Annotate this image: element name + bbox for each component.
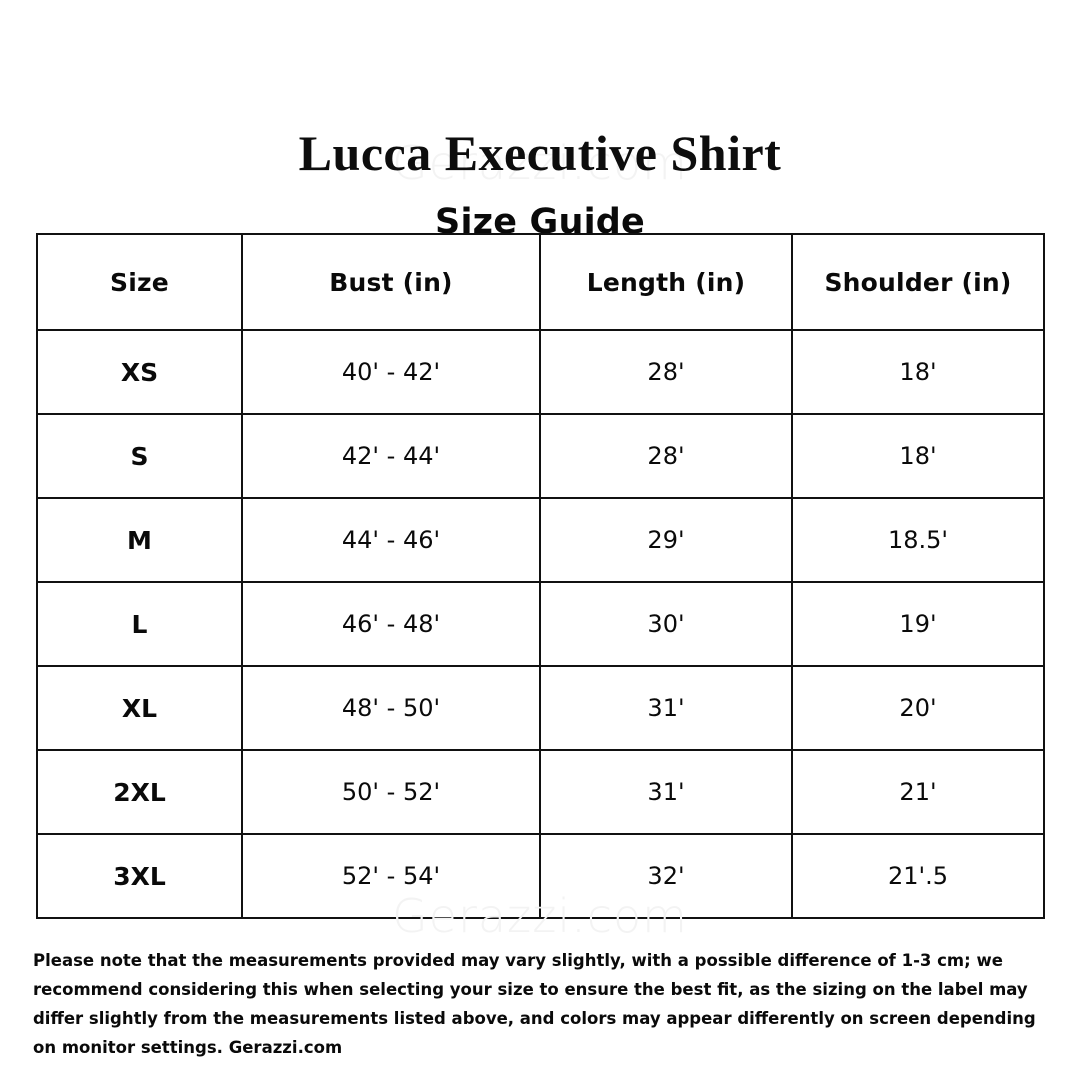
column-header-size: Size — [36, 233, 243, 331]
cell-length: 30' — [539, 581, 793, 667]
cell-shoulder: 19' — [791, 581, 1045, 667]
table-row: S 42' - 44' 28' 18' — [36, 413, 1045, 499]
cell-bust: 44' - 46' — [241, 497, 541, 583]
cell-bust: 40' - 42' — [241, 329, 541, 415]
table-row: XS 40' - 42' 28' 18' — [36, 329, 1045, 415]
table-row: XL 48' - 50' 31' 20' — [36, 665, 1045, 751]
cell-size: L — [36, 581, 243, 667]
cell-length: 31' — [539, 665, 793, 751]
cell-length: 32' — [539, 833, 793, 919]
cell-length: 29' — [539, 497, 793, 583]
size-table-container: Size Bust (in) Length (in) Shoulder (in)… — [36, 233, 1045, 919]
cell-shoulder: 21' — [791, 749, 1045, 835]
table-body: XS 40' - 42' 28' 18' S 42' - 44' 28' 18'… — [36, 329, 1045, 919]
page-title: Lucca Executive Shirt — [298, 124, 782, 181]
table-header: Size Bust (in) Length (in) Shoulder (in) — [36, 233, 1045, 331]
cell-bust: 50' - 52' — [241, 749, 541, 835]
table-row: L 46' - 48' 30' 19' — [36, 581, 1045, 667]
cell-size: 3XL — [36, 833, 243, 919]
size-chart-table: Size Bust (in) Length (in) Shoulder (in)… — [36, 233, 1045, 919]
cell-length: 28' — [539, 329, 793, 415]
cell-shoulder: 18' — [791, 329, 1045, 415]
cell-bust: 46' - 48' — [241, 581, 541, 667]
cell-bust: 42' - 44' — [241, 413, 541, 499]
cell-size: XS — [36, 329, 243, 415]
cell-length: 31' — [539, 749, 793, 835]
measurement-disclaimer-note: Please note that the measurements provid… — [33, 950, 1036, 1057]
cell-length: 28' — [539, 413, 793, 499]
table-row: 3XL 52' - 54' 32' 21'.5 — [36, 833, 1045, 919]
cell-size: S — [36, 413, 243, 499]
column-header-bust: Bust (in) — [241, 233, 541, 331]
column-header-length: Length (in) — [539, 233, 793, 331]
table-row: 2XL 50' - 52' 31' 21' — [36, 749, 1045, 835]
cell-bust: 52' - 54' — [241, 833, 541, 919]
cell-shoulder: 20' — [791, 665, 1045, 751]
column-header-shoulder: Shoulder (in) — [791, 233, 1045, 331]
cell-shoulder: 18.5' — [791, 497, 1045, 583]
table-row: M 44' - 46' 29' 18.5' — [36, 497, 1045, 583]
cell-size: 2XL — [36, 749, 243, 835]
table-header-row: Size Bust (in) Length (in) Shoulder (in) — [36, 233, 1045, 331]
cell-shoulder: 18' — [791, 413, 1045, 499]
cell-bust: 48' - 50' — [241, 665, 541, 751]
cell-size: XL — [36, 665, 243, 751]
cell-size: M — [36, 497, 243, 583]
cell-shoulder: 21'.5 — [791, 833, 1045, 919]
